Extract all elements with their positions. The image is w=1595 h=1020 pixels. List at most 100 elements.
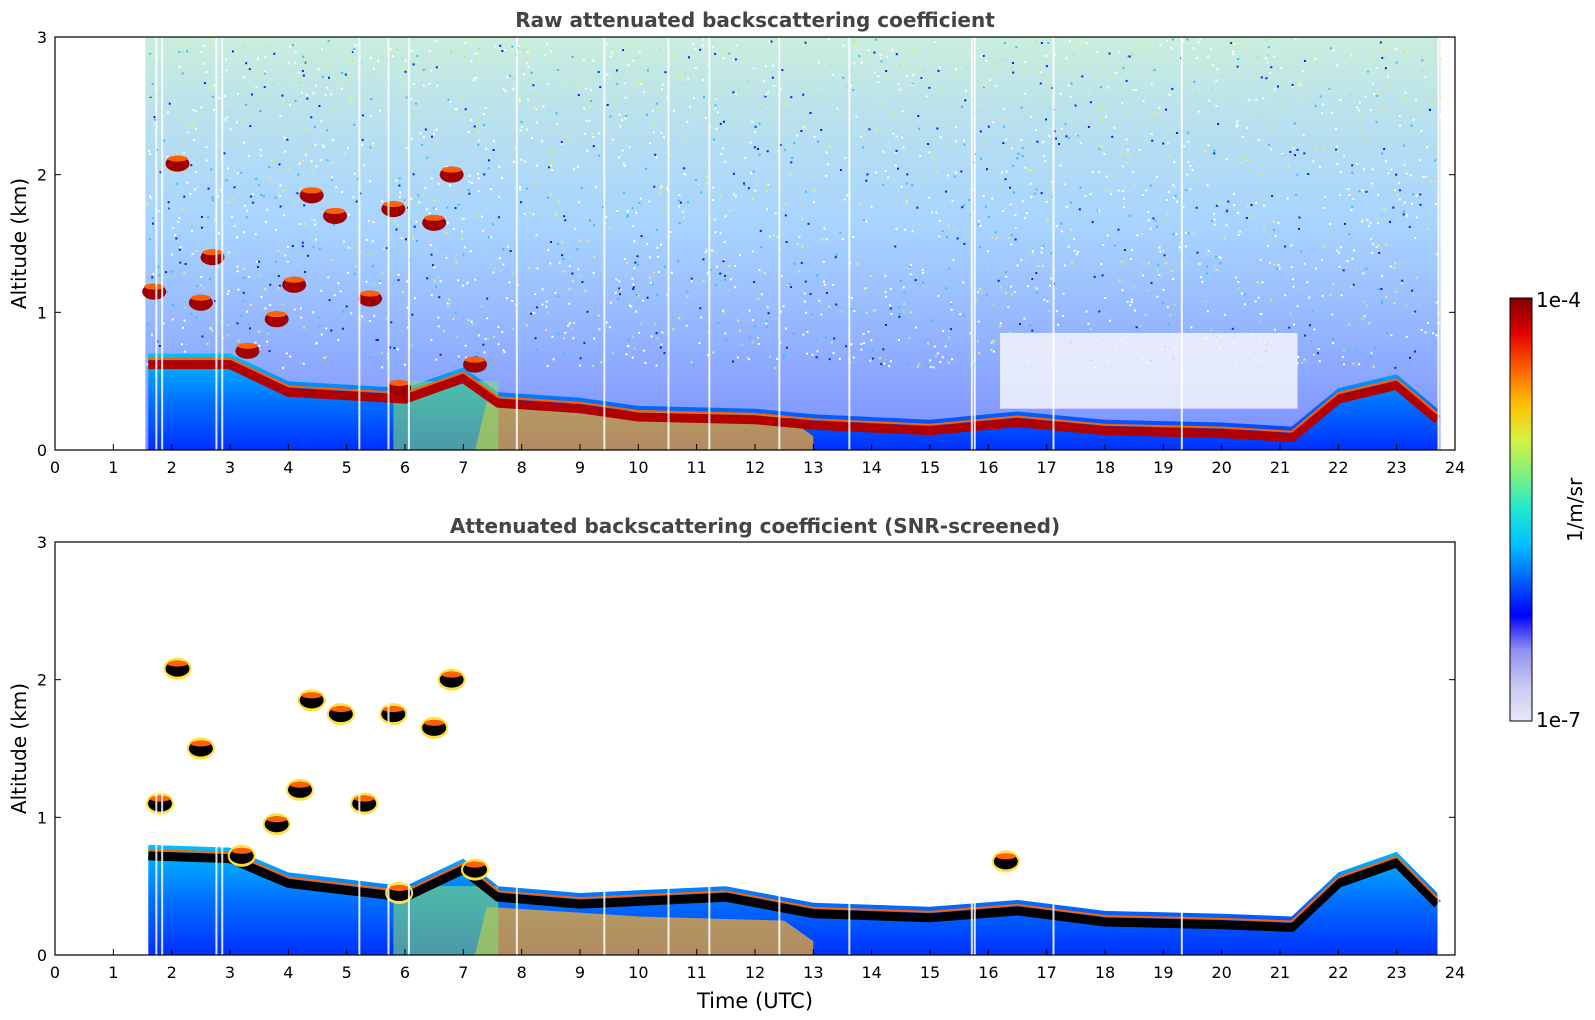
cloud-patch: [422, 214, 447, 231]
x-tick-label: 19: [1153, 963, 1173, 982]
data-gap-stripe: [387, 37, 390, 450]
data-gap-stripe: [155, 37, 158, 450]
cloud-patch: [235, 342, 260, 359]
y-tick-label: 0: [37, 946, 47, 965]
y-tick-label: 3: [37, 28, 47, 47]
x-tick-label: 16: [978, 458, 998, 477]
data-gap-stripe: [848, 542, 851, 955]
cloud-patch: [350, 792, 379, 815]
panel-screened-ylabel: Altitude (km): [7, 683, 31, 814]
cloud-patch: [286, 778, 314, 801]
panel-raw-x-ticks: 0 1 2 3 4 5 6 7 8 9 10 11 12 13 14 15 16 17 18 19 20 21 22 23 24: [50, 444, 1465, 477]
panel-screened: Attenuated backscattering coefficient (S…: [7, 514, 1465, 1013]
data-gap-stripe: [973, 37, 976, 450]
cloud-patch: [323, 207, 347, 224]
data-gap-stripe: [407, 542, 410, 955]
x-tick-label: 20: [1211, 458, 1231, 477]
x-tick-label: 15: [920, 458, 940, 477]
x-tick-label: 0: [50, 458, 60, 477]
noise-speckle: [146, 37, 1442, 370]
y-tick-label: 2: [37, 671, 47, 690]
data-gap-stripe: [161, 37, 164, 450]
data-gap-stripe: [973, 542, 976, 955]
x-tick-label: 20: [1211, 963, 1231, 982]
cloud-patch: [282, 276, 307, 293]
x-tick-label: 24: [1445, 458, 1465, 477]
cloud-patch: [381, 201, 406, 218]
cloud-patch: [326, 703, 355, 726]
y-tick-label: 2: [37, 166, 47, 185]
x-tick-label: 5: [342, 458, 352, 477]
x-tick-label: 1: [108, 458, 118, 477]
x-tick-label: 9: [575, 963, 585, 982]
cloud-patch: [227, 844, 256, 867]
data-gap-stripe: [603, 37, 606, 450]
x-tick-label: 23: [1386, 458, 1406, 477]
x-tick-label: 6: [400, 963, 410, 982]
aerosol-warm-region: [475, 401, 814, 450]
y-tick-label: 0: [37, 441, 47, 460]
panel-raw-ylabel: Altitude (km): [7, 178, 31, 309]
cloud-patch: [264, 311, 289, 328]
data-gap-stripe: [1180, 37, 1183, 450]
data-gap-stripe: [515, 37, 518, 450]
colorbar-unit-label: 1/m/sr: [1563, 477, 1587, 542]
data-gap-stripe: [848, 37, 851, 450]
x-tick-label: 22: [1328, 963, 1348, 982]
x-tick-label: 2: [167, 458, 177, 477]
data-gap-stripe: [387, 542, 390, 955]
x-tick-label: 1: [108, 963, 118, 982]
data-gap-stripe: [1052, 542, 1055, 955]
x-tick-label: 19: [1153, 458, 1173, 477]
colorbar-min-label: 1e-7: [1536, 708, 1581, 732]
data-gap-stripe: [221, 542, 224, 955]
cloud-patch: [146, 792, 174, 815]
data-gap-stripe: [603, 542, 606, 955]
data-gap-stripe: [778, 542, 781, 955]
x-tick-label: 4: [283, 963, 293, 982]
cloud-patch: [463, 356, 487, 373]
data-gap-stripe: [161, 542, 164, 955]
x-tick-label: 10: [628, 458, 648, 477]
colorbar: 1e-4 1e-7 1/m/sr: [1509, 288, 1587, 732]
panel-raw: Raw attenuated backscattering coefficien…: [7, 8, 1465, 477]
panel-screened-plot-area: [146, 542, 1441, 955]
x-tick-label: 15: [920, 963, 940, 982]
x-tick-label: 16: [978, 963, 998, 982]
data-gap-stripe: [1437, 542, 1440, 955]
cloud-patch: [262, 813, 291, 836]
x-tick-label: 13: [803, 458, 823, 477]
colorbar-bar: [1509, 297, 1533, 722]
x-tick-label: 22: [1328, 458, 1348, 477]
x-tick-label: 3: [225, 963, 235, 982]
x-tick-label: 8: [517, 458, 527, 477]
cloud-patch: [186, 737, 215, 760]
data-gap-stripe: [970, 542, 973, 955]
boundary-layer-top-line: [148, 851, 1441, 932]
data-gap-stripe: [1437, 37, 1440, 450]
boundary-layer-top-line: [148, 360, 1441, 443]
x-tick-label: 13: [803, 963, 823, 982]
x-tick-label: 3: [225, 458, 235, 477]
cloud-patch: [358, 290, 382, 307]
x-tick-label: 9: [575, 458, 585, 477]
panel-screened-y-ticks: 0 1 2 3: [37, 533, 1455, 965]
panel-screened-x-ticks: 0 1 2 3 4 5 6 7 8 9 10 11 12 13 14 15 16 17 18 19 20 21 22 23 24: [50, 949, 1465, 982]
x-tick-label: 12: [745, 458, 765, 477]
y-tick-label: 1: [37, 303, 47, 322]
cloud-patch: [142, 283, 167, 300]
cloud-patch: [385, 882, 414, 905]
x-tick-label: 6: [400, 458, 410, 477]
panel-raw-title: Raw attenuated backscattering coefficien…: [515, 8, 995, 32]
data-gap-stripe: [515, 542, 518, 955]
boundary-layer-edge-line: [148, 848, 1439, 923]
panel-raw-plot-area: [142, 37, 1442, 450]
y-tick-label: 3: [37, 533, 47, 552]
x-tick-label: 14: [861, 963, 881, 982]
data-gap-stripe: [407, 37, 410, 450]
panel-raw-y-ticks: 0 1 2 3: [37, 28, 1455, 460]
colorbar-max-label: 1e-4: [1536, 288, 1581, 312]
boundary-layer-edge-line: [148, 357, 1439, 433]
data-gap-stripe: [215, 37, 218, 450]
